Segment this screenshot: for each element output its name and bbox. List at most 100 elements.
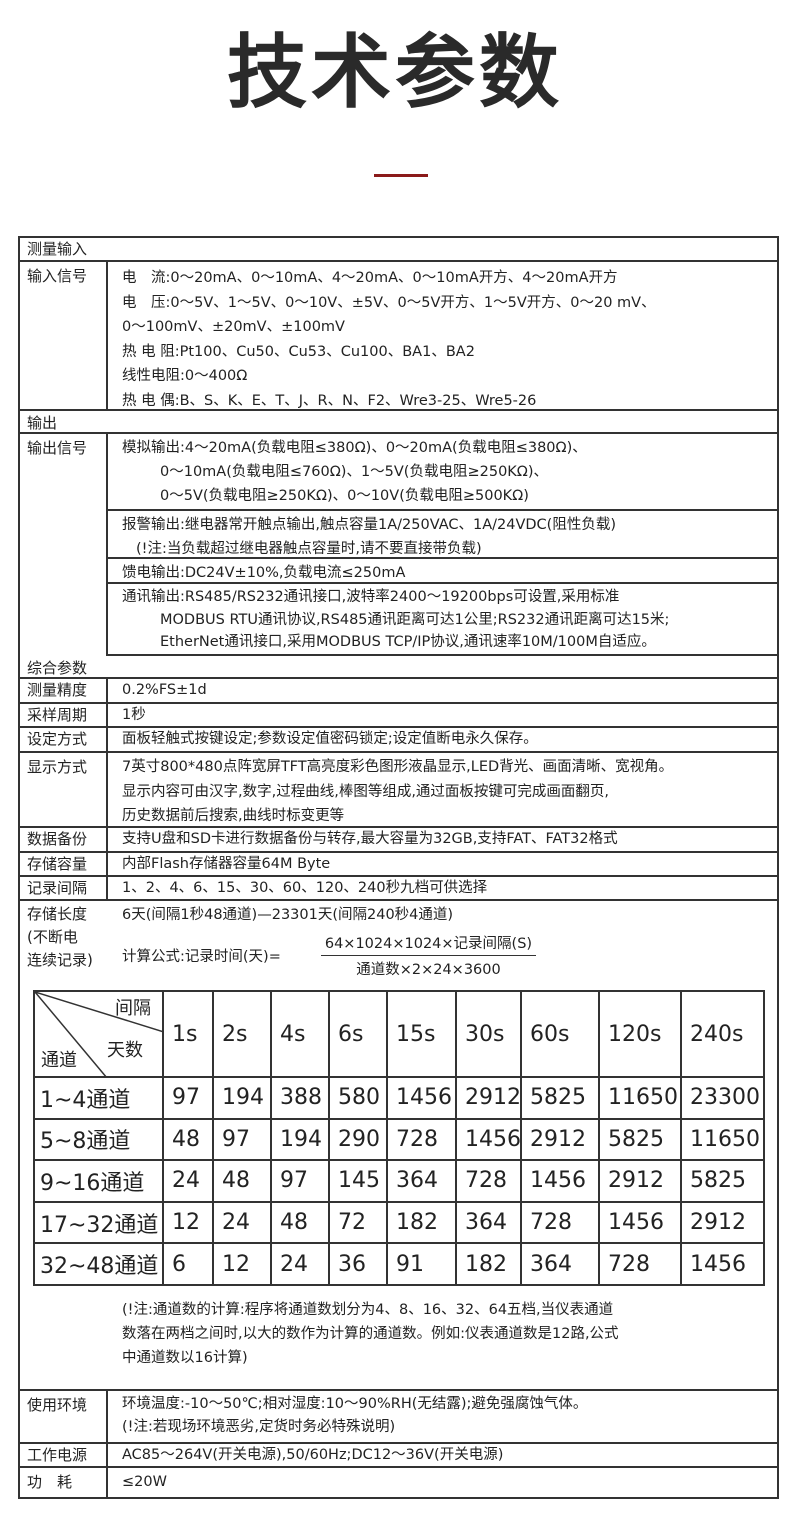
days-cell: 97 [162,1076,214,1120]
table-row: 17~32通道 12 24 48 72 182 364 728 1456 2912 [33,1200,765,1245]
row-label: 存储长度 (不断电 连续记录) [18,901,108,1389]
days-cell: 11650 [680,1117,765,1162]
channel-cell: 32~48通道 [33,1242,164,1286]
corner-interval: 间隔 [115,998,151,1019]
row-consumption: 功 耗 ≤20W [18,1468,779,1499]
days-cell: 12 [212,1242,272,1286]
spec-line: 通讯输出:RS485/RS232通讯接口,波特率2400～19200bps可设置… [122,589,620,605]
days-cell: 24 [162,1159,214,1203]
channel-cell: 1~4通道 [33,1076,164,1120]
row-power: 工作电源 AC85～264V(开关电源),50/60Hz;DC12～36V(开关… [18,1444,779,1468]
page-title: 技术参数 [227,26,563,119]
days-cell: 11650 [598,1076,682,1120]
corner-cell: 间隔天数 通道 [33,990,164,1078]
table-row: 32~48通道 6 12 24 36 91 182 364 728 1456 [33,1242,765,1286]
table-row: 5~8通道 48 97 194 290 728 1456 2912 5825 11650 [33,1117,765,1162]
table-row: 9~16通道 24 48 97 145 364 728 1456 2912 5825 [33,1159,765,1203]
days-cell: 97 [212,1117,272,1162]
interval-header: 4s [270,990,330,1078]
days-cell: 1456 [680,1242,765,1286]
days-cell: 580 [328,1076,388,1120]
spec-line: 内部Flash存储器容量64M Byte [122,856,331,872]
row-content: 1、2、4、6、15、30、60、120、240秒九档可供选择 [108,877,779,899]
interval-header: 30s [455,990,522,1078]
note-line: 数落在两档之间时,以大的数作为计算的通道数。例如:仪表通道数是12路,公式 [122,1326,619,1342]
spec-line: 模拟输出:4～20mA(负载电阻≤380Ω)、0～20mA(负载电阻≤380Ω)… [122,440,587,456]
days-cell: 5825 [520,1076,600,1120]
row-label: 存储容量 [18,853,108,875]
days-cell: 97 [270,1159,330,1203]
spec-line: 支持U盘和SD卡进行数据备份与转存,最大容量为32GB,支持FAT、FAT32格… [122,831,618,847]
analog-output: 模拟输出:4～20mA(负载电阻≤380Ω)、0～20mA(负载电阻≤380Ω)… [108,434,779,511]
row-content: AC85～264V(开关电源),50/60Hz;DC12～36V(开关电源) [122,1447,504,1463]
spec-line: (!注:若现场环境恶劣,定货时务必特殊说明) [122,1419,396,1435]
storage-range: 6天(间隔1秒48通道)—23301天(间隔240秒4通道) [122,907,454,923]
spec-line: 热 电 偶:B、S、K、E、T、J、R、N、F2、Wre3-25、Wre5-26 [122,392,537,409]
days-cell: 194 [270,1117,330,1162]
days-cell: 12 [162,1200,214,1245]
row-content: ≤20W [122,1474,167,1490]
corner-days: 天数 [107,1040,143,1061]
spec-line: 显示内容可由汉字,数字,过程曲线,棒图等组成,通过面板按键可完成画面翻页, [122,783,610,800]
interval-header: 240s [680,990,765,1078]
channel-cell: 9~16通道 [33,1159,164,1203]
days-cell: 364 [386,1159,457,1203]
comm-output: 通讯输出:RS485/RS232通讯接口,波特率2400～19200bps可设置… [108,584,779,656]
days-cell: 36 [328,1242,388,1286]
days-cell: 194 [212,1076,272,1120]
days-cell: 2912 [455,1076,522,1120]
days-cell: 48 [212,1159,272,1203]
spec-line: 0～5V(负载电阻≥250KΩ)、0～10V(负载电阻≥500KΩ) [160,488,529,504]
spec-line: 环境温度:-10～50℃;相对湿度:10～90%RH(无结露);避免强腐蚀气体。 [122,1396,588,1412]
days-cell: 48 [162,1117,214,1162]
days-cell: 1456 [455,1117,522,1162]
channel-cell: 5~8通道 [33,1117,164,1162]
spec-row: 测量精度 0.2%FS±1d [18,679,779,704]
days-cell: 1456 [386,1076,457,1120]
days-cell: 5825 [680,1159,765,1203]
row-content: 7英寸800*480点阵宽屏TFT高亮度彩色图形液晶显示,LED背光、画面清晰、… [108,753,779,826]
days-cell: 182 [455,1242,522,1286]
spec-line: 0.2%FS±1d [122,682,207,698]
spec-line: EtherNet通讯接口,采用MODBUS TCP/IP协议,通讯速率10M/1… [160,634,656,650]
interval-header: 15s [386,990,457,1078]
spec-line: 热 电 阻:Pt100、Cu50、Cu53、Cu100、BA1、BA2 [122,343,475,360]
row-label: 记录间隔 [18,877,108,899]
diagonal-lines [35,992,164,1078]
days-cell: 728 [520,1200,600,1245]
spec-row: 存储容量 内部Flash存储器容量64M Byte [18,853,779,877]
row-label: 功 耗 [18,1468,108,1499]
days-cell: 23300 [680,1076,765,1120]
row-environment: 使用环境 环境温度:-10～50℃;相对湿度:10～90%RH(无结露);避免强… [18,1391,779,1444]
table-row: 1~4通道 97 194 388 580 1456 2912 5825 11650 23300 [33,1076,765,1120]
section-general: 综合参数 [18,656,779,679]
note-line: 中通道数以16计算) [122,1350,248,1366]
days-cell: 72 [328,1200,388,1245]
spec-line: 历史数据前后搜索,曲线时标变更等 [122,808,345,824]
spec-row: 设定方式 面板轻触式按键设定;参数设定值密码锁定;设定值断电永久保存。 [18,728,779,753]
row-content: 1秒 [108,704,779,726]
days-cell: 5825 [598,1117,682,1162]
storage-formula: 计算公式:记录时间(天)= 64×1024×1024×记录间隔(S) 通道数×2… [122,932,537,979]
formula-label: 计算公式:记录时间(天)= [122,949,281,965]
channel-note: (!注:通道数的计算:程序将通道数划分为4、8、16、32、64五档,当仪表通道… [122,1298,619,1370]
days-cell: 182 [386,1200,457,1245]
storage-days-table: 间隔 天数 通道 1s 2s 4s 6s 15s 30s 60s 120s 240s 1~4通道 97 19… [33,990,765,1286]
days-cell: 364 [455,1200,522,1245]
days-cell: 145 [328,1159,388,1203]
days-cell: 2912 [520,1117,600,1162]
row-label: 测量精度 [18,679,108,702]
spec-line: 电 流:0～20mA、0～10mA、4～20mA、0～10mA开方、4～20mA… [122,270,618,286]
interval-header: 2s [212,990,272,1078]
row-storage-length: 存储长度 (不断电 连续记录) 6天(间隔1秒48通道)—23301天(间隔24… [18,901,779,1391]
spec-row: 采样周期 1秒 [18,704,779,728]
row-label: 显示方式 [18,753,108,826]
spec-line: 7英寸800*480点阵宽屏TFT高亮度彩色图形液晶显示,LED背光、画面清晰、… [122,759,674,775]
days-cell: 290 [328,1117,388,1162]
days-cell: 2912 [598,1159,682,1203]
feed-output: 馈电输出:DC24V±10%,负载电流≤250mA [108,559,779,584]
row-label: 输出信号 [18,434,108,656]
corner-channel: 通道 [41,1050,77,1071]
days-cell: 728 [455,1159,522,1203]
row-label: 输入信号 [18,262,108,409]
